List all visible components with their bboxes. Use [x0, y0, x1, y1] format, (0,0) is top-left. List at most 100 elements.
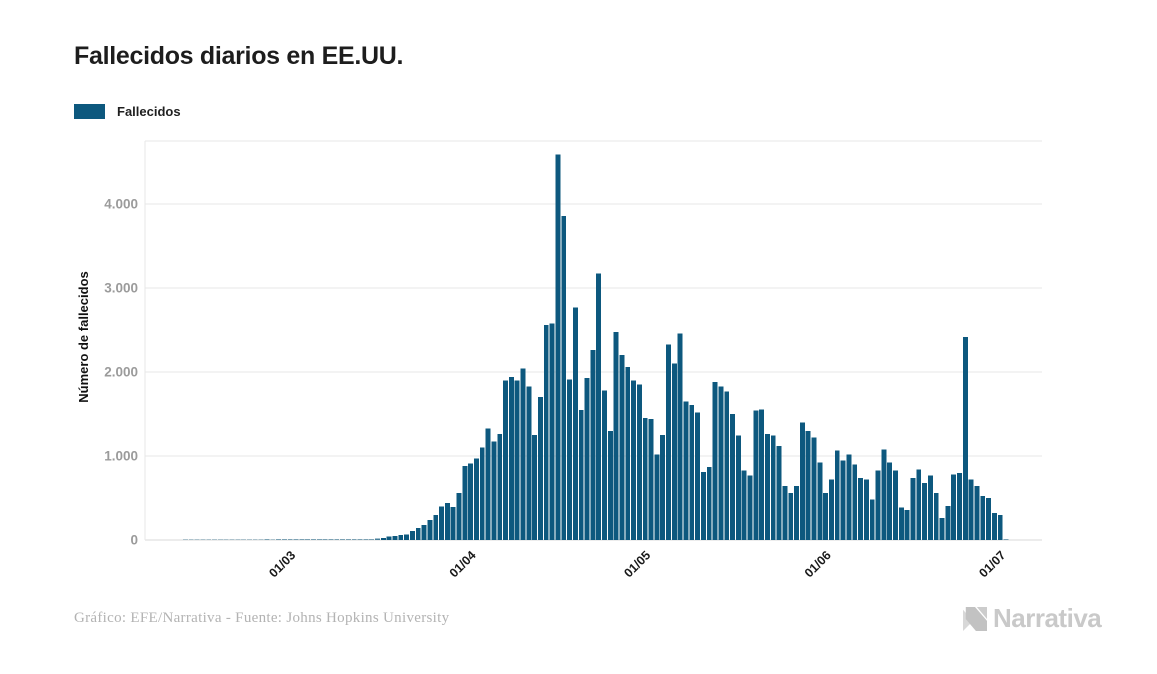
bar[interactable]: [689, 404, 695, 540]
bar[interactable]: [893, 470, 898, 540]
bar[interactable]: [759, 409, 765, 540]
bar[interactable]: [188, 539, 194, 540]
bar[interactable]: [427, 519, 433, 540]
bar[interactable]: [735, 435, 741, 540]
bar[interactable]: [747, 475, 753, 540]
bar[interactable]: [730, 414, 735, 540]
bar[interactable]: [741, 470, 747, 540]
bar[interactable]: [875, 470, 881, 540]
bar[interactable]: [636, 384, 642, 540]
bar[interactable]: [252, 539, 258, 540]
bar[interactable]: [927, 475, 933, 540]
bar[interactable]: [567, 379, 573, 540]
bar[interactable]: [660, 435, 666, 540]
bar[interactable]: [834, 450, 840, 540]
bar[interactable]: [776, 445, 782, 540]
bar[interactable]: [409, 530, 415, 540]
bar[interactable]: [468, 463, 474, 540]
bar[interactable]: [642, 418, 648, 540]
bar[interactable]: [439, 506, 444, 540]
bar[interactable]: [479, 447, 485, 540]
bar[interactable]: [520, 368, 526, 540]
bar[interactable]: [980, 495, 986, 540]
bar[interactable]: [945, 505, 951, 540]
bar[interactable]: [596, 273, 602, 540]
bar[interactable]: [962, 336, 968, 540]
bar[interactable]: [584, 377, 590, 540]
bar[interactable]: [345, 539, 351, 540]
bar[interactable]: [380, 537, 386, 540]
bar[interactable]: [305, 539, 311, 540]
bar[interactable]: [910, 477, 916, 540]
bar[interactable]: [782, 485, 788, 540]
bar[interactable]: [375, 538, 380, 540]
bar[interactable]: [916, 469, 922, 540]
bar[interactable]: [287, 539, 293, 540]
bar[interactable]: [718, 386, 724, 540]
bar[interactable]: [823, 492, 829, 540]
bar[interactable]: [770, 435, 776, 540]
bar[interactable]: [264, 539, 270, 540]
bar[interactable]: [433, 514, 439, 540]
bar[interactable]: [695, 412, 701, 540]
bar[interactable]: [340, 539, 346, 540]
bar[interactable]: [514, 380, 520, 540]
bar[interactable]: [508, 377, 514, 540]
bar[interactable]: [311, 539, 316, 540]
bar[interactable]: [293, 539, 299, 540]
bar[interactable]: [671, 363, 677, 540]
bar[interactable]: [241, 539, 247, 540]
bar[interactable]: [840, 460, 846, 540]
bar[interactable]: [235, 539, 241, 540]
bar[interactable]: [1003, 539, 1009, 540]
bar[interactable]: [939, 517, 945, 540]
bar[interactable]: [957, 472, 962, 540]
bar[interactable]: [322, 539, 328, 540]
bar[interactable]: [276, 539, 282, 540]
bar[interactable]: [613, 331, 619, 540]
bar[interactable]: [974, 485, 980, 540]
bar[interactable]: [450, 507, 456, 540]
bar[interactable]: [212, 539, 217, 540]
bar[interactable]: [590, 350, 596, 540]
bar[interactable]: [485, 428, 491, 540]
bar[interactable]: [602, 390, 607, 540]
bar[interactable]: [869, 499, 875, 540]
bar[interactable]: [328, 539, 334, 540]
bar[interactable]: [765, 434, 770, 540]
bar[interactable]: [852, 464, 858, 540]
bar[interactable]: [677, 333, 683, 540]
bar[interactable]: [572, 307, 578, 540]
bar[interactable]: [258, 539, 264, 540]
bar[interactable]: [223, 539, 229, 540]
bar[interactable]: [281, 539, 287, 540]
bar[interactable]: [398, 535, 404, 540]
bar[interactable]: [858, 477, 864, 540]
bar[interactable]: [706, 466, 712, 540]
bar[interactable]: [881, 449, 887, 540]
bar[interactable]: [206, 539, 212, 540]
bar[interactable]: [887, 462, 893, 540]
bar[interactable]: [392, 535, 398, 540]
bar[interactable]: [788, 492, 794, 540]
bar[interactable]: [421, 524, 427, 540]
bar[interactable]: [357, 539, 363, 540]
bar[interactable]: [503, 380, 508, 540]
bar[interactable]: [369, 539, 375, 540]
bar[interactable]: [456, 492, 462, 540]
bar[interactable]: [415, 528, 421, 540]
bar[interactable]: [799, 422, 805, 540]
bar[interactable]: [270, 539, 276, 540]
bar[interactable]: [654, 454, 660, 540]
bar[interactable]: [712, 382, 718, 540]
bar[interactable]: [247, 539, 252, 540]
bar[interactable]: [666, 344, 671, 540]
bar[interactable]: [491, 441, 497, 540]
bar[interactable]: [334, 539, 340, 540]
bar[interactable]: [997, 514, 1003, 540]
bar[interactable]: [538, 397, 543, 540]
bar[interactable]: [183, 539, 188, 540]
bar[interactable]: [968, 479, 974, 540]
bar[interactable]: [561, 216, 567, 540]
bar[interactable]: [846, 454, 852, 540]
